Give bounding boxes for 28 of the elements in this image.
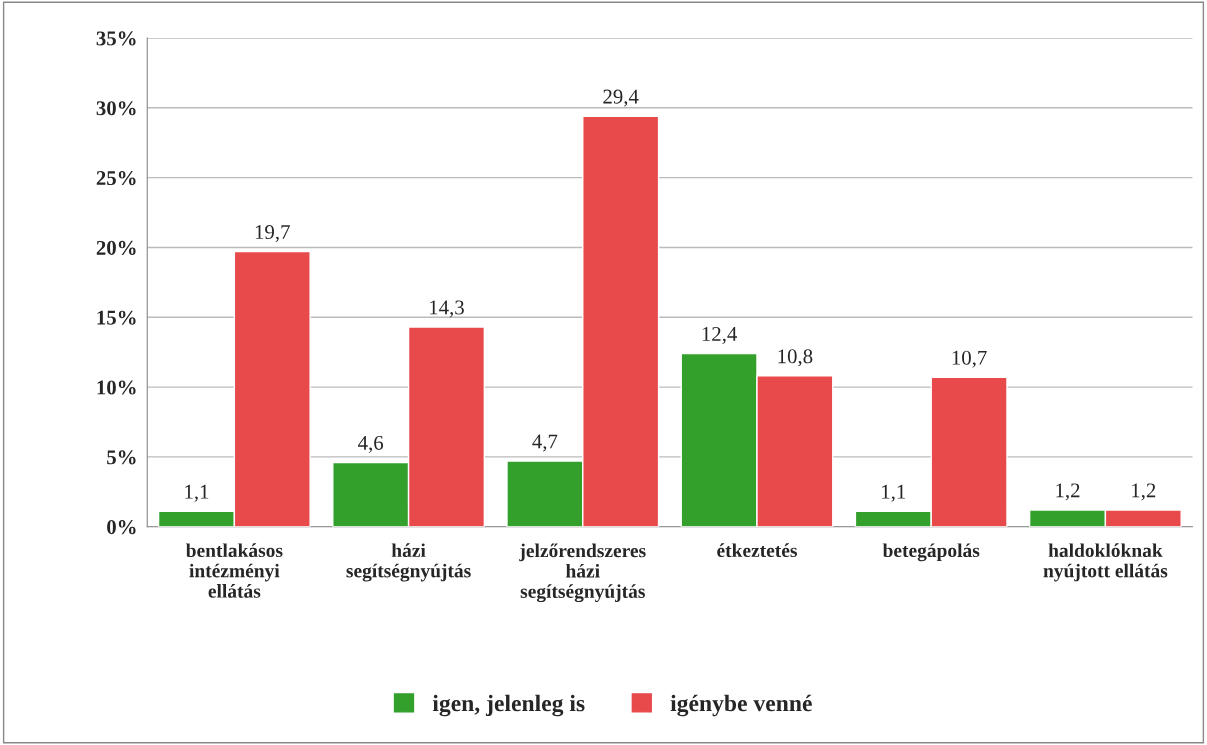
legend-label: igénybe venné (670, 694, 812, 717)
y-tick-label: 30% (96, 101, 136, 116)
y-tick-label: 25% (96, 171, 136, 186)
x-tick-label: bentlakásos intézményi ellátás (185, 543, 283, 598)
y-tick-label: 15% (97, 310, 136, 325)
legend-label: igen, jelenleg is (432, 694, 585, 717)
data-label: 4,7 (532, 434, 558, 452)
x-tick-label: betegápolás (882, 543, 980, 562)
data-label: 14,3 (430, 300, 464, 318)
y-tick-label: 10% (97, 380, 136, 395)
y-tick-label: 0% (107, 520, 136, 535)
y-tick-label: 20% (96, 240, 136, 255)
x-tick-label: étkeztetés (717, 543, 797, 558)
data-label: 1,2 (1132, 483, 1156, 501)
data-label: 4,6 (358, 435, 384, 453)
data-label: 19,7 (255, 225, 290, 243)
data-label: 1,1 (185, 484, 209, 502)
data-label: 1,2 (1056, 483, 1080, 501)
data-label: 10,7 (952, 350, 987, 368)
data-label: 12,4 (702, 327, 737, 344)
data-label: 29,4 (603, 89, 639, 107)
data-label: 1,1 (882, 484, 906, 502)
x-tick-label: házi segítségnyújtás (346, 543, 471, 582)
data-label: 10,8 (778, 349, 813, 367)
x-tick-label: jelzőrendszeres házi segítségnyújtás (519, 543, 646, 603)
y-tick-label: 5% (107, 450, 136, 465)
x-tick-label: haldoklóknak nyújtott ellátás (1043, 543, 1168, 582)
y-tick-label: 35% (96, 31, 136, 46)
